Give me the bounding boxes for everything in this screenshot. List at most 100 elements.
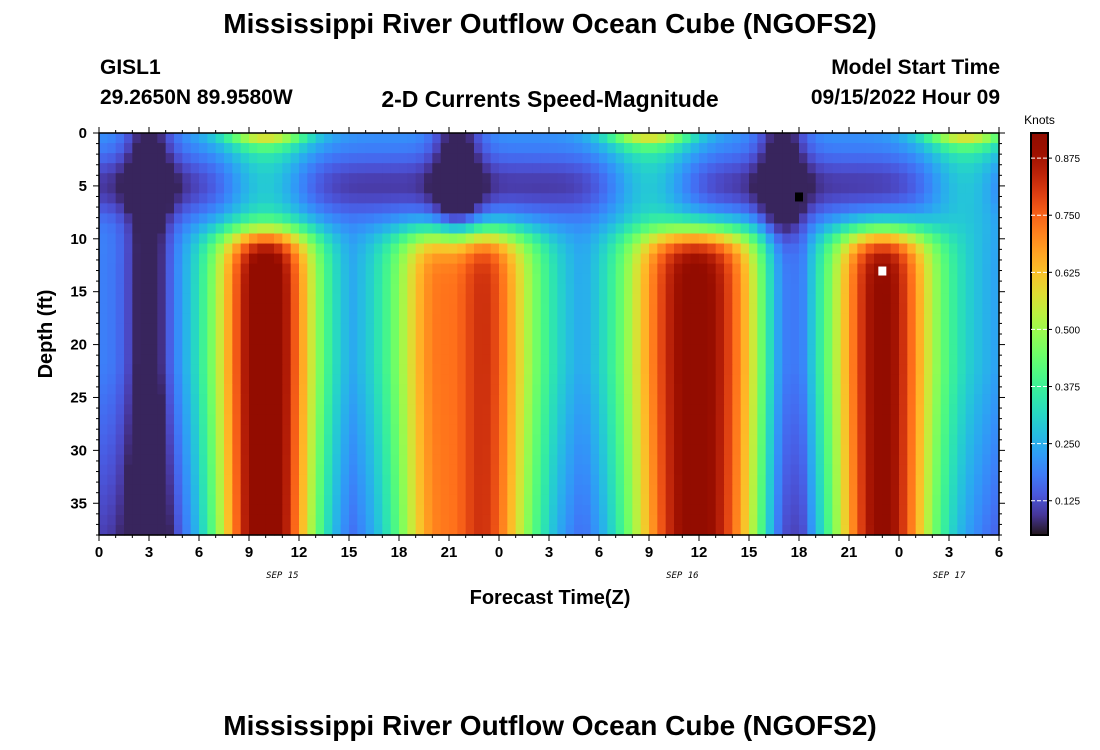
heatmap-cell — [307, 484, 317, 496]
heatmap-cell — [265, 434, 275, 446]
heatmap-cell — [240, 293, 250, 305]
heatmap-cell — [115, 293, 125, 305]
heatmap-cell — [215, 293, 225, 305]
heatmap-cell — [182, 233, 192, 245]
heatmap-cell — [749, 514, 758, 526]
heatmap-cell — [940, 233, 950, 245]
heatmap-cell — [482, 183, 492, 194]
heatmap-cell — [182, 223, 192, 235]
heatmap-cell — [182, 364, 192, 375]
heatmap-cell — [632, 334, 642, 345]
heatmap-cell — [982, 233, 992, 245]
heatmap-cell — [915, 293, 925, 305]
heatmap-cell — [132, 273, 142, 285]
heatmap-cell — [440, 334, 450, 345]
heatmap-cell — [290, 303, 300, 315]
heatmap-cell — [982, 283, 992, 295]
heatmap-cell — [682, 464, 692, 476]
heatmap-cell — [124, 263, 133, 275]
heatmap-cell — [865, 253, 875, 265]
heatmap-cell — [174, 514, 183, 526]
heatmap-cell — [282, 203, 292, 214]
heatmap-cell — [940, 253, 950, 265]
heatmap-cell — [490, 313, 500, 325]
heatmap-cell — [424, 183, 433, 194]
heatmap-cell — [707, 524, 717, 536]
heatmap-cell — [165, 213, 175, 225]
heatmap-cell — [432, 233, 442, 245]
heatmap-cell — [349, 454, 358, 466]
heatmap-cell — [849, 424, 858, 436]
heatmap-cell — [824, 303, 833, 315]
heatmap-cell — [115, 424, 125, 436]
heatmap-cell — [607, 394, 617, 405]
heatmap-cell — [732, 344, 742, 355]
heatmap-cell — [540, 414, 550, 426]
heatmap-cell — [157, 313, 167, 325]
heatmap-cell — [865, 374, 875, 385]
heatmap-cell — [790, 514, 800, 526]
heatmap-cell — [949, 243, 958, 255]
heatmap-cell — [640, 414, 650, 426]
heatmap-cell — [449, 143, 458, 154]
heatmap-cell — [390, 133, 400, 144]
heatmap-cell — [257, 464, 267, 476]
heatmap-cell — [932, 444, 942, 456]
heatmap-cell — [707, 203, 717, 214]
heatmap-cell — [657, 514, 667, 526]
model-start-time: 09/15/2022 Hour 09 — [810, 86, 1000, 109]
heatmap-cell — [140, 384, 150, 395]
heatmap-cell — [449, 283, 458, 295]
heatmap-cell — [315, 133, 325, 144]
heatmap-cell — [132, 183, 142, 194]
heatmap-cell — [232, 344, 242, 355]
heatmap-cell — [865, 354, 875, 365]
heatmap-cell — [215, 354, 225, 365]
heatmap-cell — [990, 384, 1000, 395]
heatmap-cell — [474, 474, 483, 486]
heatmap-cell — [340, 364, 350, 375]
heatmap-cell — [324, 313, 333, 325]
heatmap-cell — [824, 334, 833, 345]
heatmap-cell — [599, 313, 608, 325]
heatmap-cell — [532, 444, 542, 456]
heatmap-cell — [315, 354, 325, 365]
heatmap-cell — [415, 444, 425, 456]
heatmap-cell — [340, 414, 350, 426]
heatmap-cell — [524, 203, 533, 214]
heatmap-cell — [615, 434, 625, 446]
heatmap-cell — [715, 444, 725, 456]
heatmap-cell — [924, 203, 933, 214]
heatmap-cell — [140, 444, 150, 456]
heatmap-cell — [615, 394, 625, 405]
heatmap-cell — [932, 163, 942, 174]
heatmap-cell — [474, 524, 483, 536]
heatmap-cell — [540, 454, 550, 466]
heatmap-cell — [607, 354, 617, 365]
heatmap-cell — [649, 344, 658, 355]
heatmap-cell — [749, 253, 758, 265]
heatmap-cell — [140, 233, 150, 245]
heatmap-cell — [665, 313, 675, 325]
heatmap-cell — [724, 444, 733, 456]
heatmap-cell — [549, 283, 558, 295]
heatmap-cell — [515, 354, 525, 365]
heatmap-cell — [207, 263, 217, 275]
heatmap-cell — [540, 494, 550, 506]
heatmap-cell — [849, 454, 858, 466]
heatmap-cell — [565, 303, 575, 315]
heatmap-cell — [607, 464, 617, 476]
heatmap-cell — [932, 293, 942, 305]
heatmap-cell — [590, 263, 600, 275]
heatmap-cell — [340, 293, 350, 305]
heatmap-cell — [432, 143, 442, 154]
heatmap-cell — [849, 364, 858, 375]
heatmap-cell — [799, 153, 808, 164]
heatmap-cell — [440, 394, 450, 405]
heatmap-cell — [507, 464, 517, 476]
heatmap-cell — [449, 454, 458, 466]
heatmap-cell — [382, 153, 392, 164]
heatmap-cell — [624, 143, 633, 154]
heatmap-cell — [124, 484, 133, 496]
heatmap-cell — [857, 474, 867, 486]
